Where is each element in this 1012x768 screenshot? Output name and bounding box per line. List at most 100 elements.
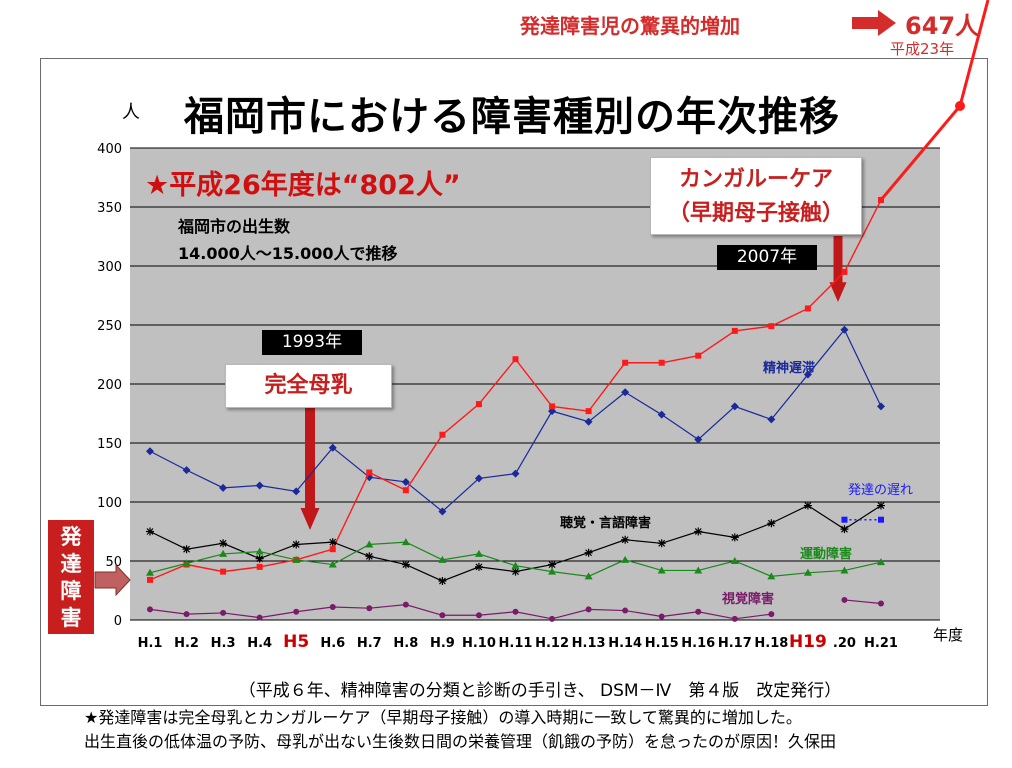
- data-point: [657, 566, 666, 574]
- dsm-note: （平成６年、精神障害の分類と診断の手引き、 DSM－Ⅳ 第４版 改定発行）: [239, 681, 841, 701]
- series-line: [149, 604, 772, 620]
- chart-title: 福岡市における障害種別の年次推移: [184, 94, 840, 140]
- x-tick-label: H.10: [462, 636, 496, 651]
- data-point: [366, 605, 373, 612]
- data-point: [182, 559, 191, 567]
- x-tick-label: H.4: [247, 636, 272, 651]
- y-tick-label: 350: [97, 201, 122, 216]
- data-point: [220, 568, 227, 575]
- y-tick-label: 150: [97, 437, 122, 452]
- data-point: [840, 525, 849, 534]
- x-tick-label: .20: [833, 636, 856, 651]
- series-label: 精神遅滞: [763, 360, 815, 376]
- footnote: ★発達障害は完全母乳とカンガルーケア（早期母子接触）の導入時期に一致して驚異的に…: [84, 706, 836, 754]
- kangaroo-care-callout: カンガルーケア （早期母子接触）: [650, 157, 862, 235]
- data-point: [256, 614, 263, 621]
- data-point: [256, 563, 263, 570]
- series-line: [844, 599, 882, 605]
- x-tick-label: H.12: [535, 636, 569, 651]
- data-point: [658, 613, 665, 620]
- data-point: [622, 607, 629, 614]
- data-point: [804, 305, 811, 312]
- data-point: [401, 560, 410, 569]
- data-point: [402, 601, 409, 608]
- x-axis-unit: 年度: [933, 626, 963, 644]
- data-point: [730, 557, 739, 564]
- data-point: [877, 558, 885, 566]
- data-point: [365, 540, 374, 548]
- data-point: [512, 356, 519, 363]
- x-tick-label: H.18: [754, 636, 788, 651]
- footnote-line-1: ★発達障害は完全母乳とカンガルーケア（早期母子接触）の導入時期に一致して驚異的に…: [84, 708, 802, 727]
- year-2007-tag: 2007年: [717, 245, 817, 270]
- data-point: [584, 572, 593, 580]
- x-tick-label: H.16: [681, 636, 715, 651]
- data-point: [841, 596, 848, 603]
- data-point: [182, 545, 191, 554]
- data-point: [219, 549, 228, 557]
- birth-count-title: 福岡市の出生数: [177, 217, 291, 236]
- data-point: [439, 612, 446, 619]
- data-point: [584, 417, 593, 426]
- data-point: [694, 566, 703, 574]
- data-point: [292, 555, 301, 563]
- x-tick-label: H5: [283, 632, 309, 652]
- data-point: [767, 519, 776, 528]
- x-tick-label: H.14: [608, 636, 642, 651]
- year-1993-tag: 1993年: [262, 330, 362, 355]
- data-point: [328, 443, 337, 452]
- data-point: [621, 535, 630, 544]
- data-point: [328, 560, 337, 568]
- growth-value: 647人: [905, 12, 980, 40]
- birth-count-range: 14.000人～15.000人で推移: [178, 244, 398, 263]
- data-point: [657, 539, 666, 548]
- data-point: [658, 359, 665, 366]
- series-label: 聴覚・言語障害: [560, 515, 651, 531]
- data-point: [511, 469, 520, 478]
- data-point: [584, 548, 593, 557]
- data-point: [841, 516, 848, 523]
- data-point: [803, 568, 812, 576]
- series-label: 視覚障害: [721, 591, 774, 607]
- data-point: [183, 611, 190, 618]
- x-tick-label: H.11: [499, 636, 533, 651]
- x-tick-label: H.21: [864, 636, 898, 651]
- data-point: [877, 501, 885, 510]
- arrow-down-icon: [829, 236, 847, 302]
- data-point: [255, 554, 264, 563]
- data-point: [621, 555, 630, 563]
- data-point: [731, 327, 738, 334]
- data-point: [292, 540, 301, 549]
- data-point: [329, 604, 336, 611]
- data-point: [549, 403, 556, 410]
- data-point: [767, 572, 776, 580]
- data-point: [767, 415, 776, 424]
- y-tick-label: 50: [105, 555, 122, 570]
- data-point: [622, 359, 629, 366]
- series-label: 運動障害: [800, 546, 852, 562]
- data-point: [474, 549, 483, 557]
- data-point: [474, 562, 483, 571]
- data-point: [255, 481, 264, 490]
- note-802: ★平成26年度は“802人”: [145, 169, 461, 201]
- data-point: [657, 410, 666, 419]
- y-tick-label: 250: [97, 319, 122, 334]
- x-tick-label: H.15: [645, 636, 679, 651]
- data-point: [401, 538, 410, 546]
- arrow-down-icon: [300, 405, 320, 530]
- data-point: [841, 268, 848, 275]
- data-point: [549, 615, 556, 622]
- data-point: [695, 352, 702, 359]
- data-point: [182, 466, 191, 475]
- data-point: [840, 325, 849, 334]
- growth-note: 発達障害児の驚異的増加: [520, 14, 740, 38]
- data-point: [585, 408, 592, 415]
- x-tick-label: H.1: [138, 636, 163, 651]
- kangaroo-care-label: カンガルーケア: [678, 167, 833, 192]
- footnote-line-2: 出生直後の低体温の予防、母乳が出ない生後数日間の栄養管理（飢餓の予防）を怠ったの…: [84, 732, 837, 751]
- data-point: [402, 487, 409, 494]
- data-point: [146, 447, 154, 456]
- data-point: [585, 606, 592, 613]
- data-point: [803, 501, 812, 510]
- developmental-disorder-tag: 発達障害: [48, 520, 94, 634]
